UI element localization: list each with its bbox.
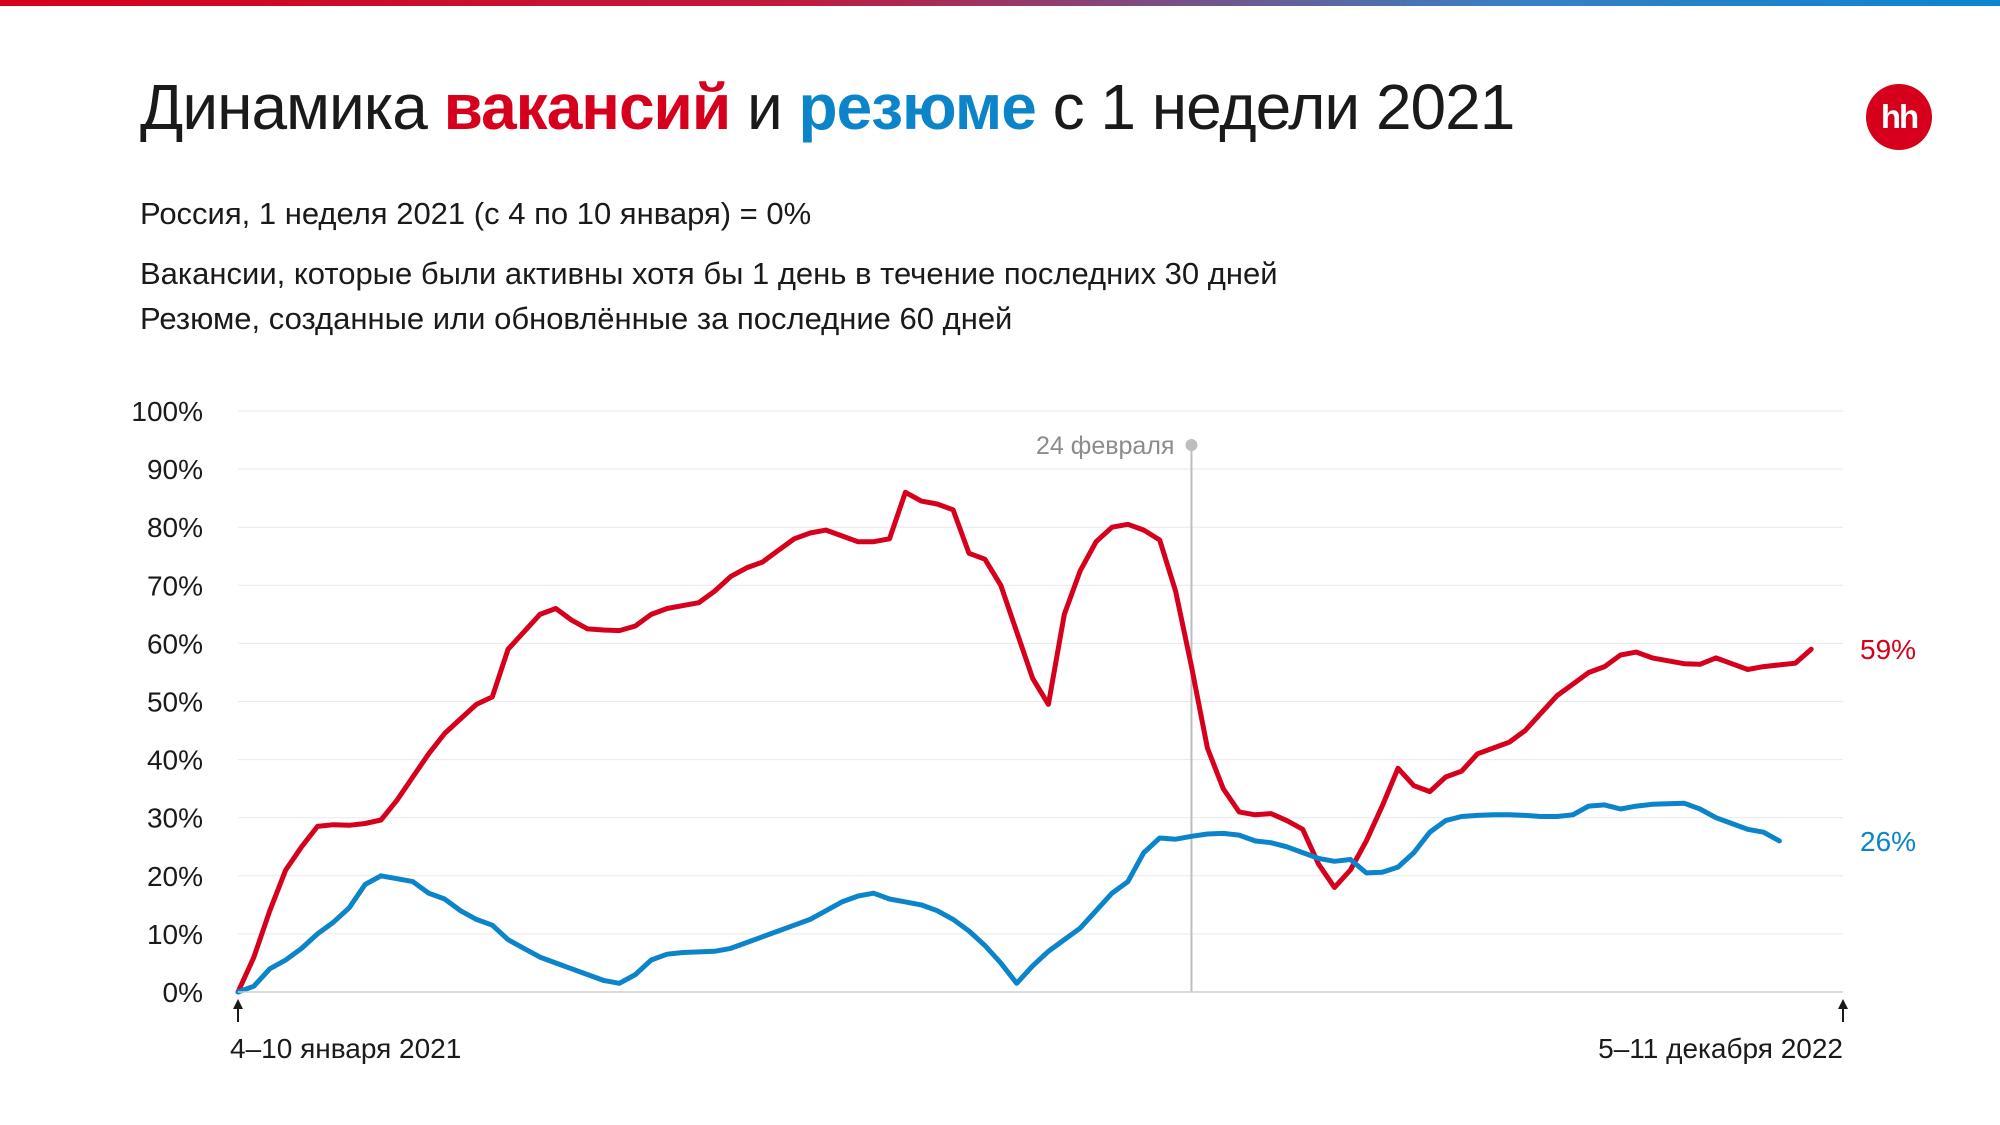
x-start-arrow	[233, 999, 243, 1022]
series-lines: 59% 26%	[235, 489, 1916, 995]
x-axis: 4–10 января 2021 5–11 декабря 2022	[230, 991, 1848, 1064]
marker-dot	[1185, 439, 1198, 451]
y-tick-label: 40%	[147, 745, 203, 776]
top-gradient-bar	[0, 0, 2000, 6]
y-tick-label: 80%	[147, 512, 203, 543]
y-tick-label: 30%	[147, 803, 203, 834]
grid-lines	[238, 410, 1843, 935]
y-tick-label: 50%	[147, 687, 203, 718]
marker-label: 24 февраля	[1036, 432, 1174, 460]
subtitle-baseline: Россия, 1 неделя 2021 (с 4 по 10 января)…	[140, 196, 812, 231]
y-tick-label: 70%	[147, 570, 203, 601]
x-end-arrow	[1838, 999, 1848, 1022]
vacancies-end-label: 59%	[1860, 634, 1916, 665]
y-tick-label: 60%	[147, 628, 203, 659]
x-start-label: 4–10 января 2021	[230, 1033, 461, 1064]
title-suffix: с 1 недели 2021	[1035, 71, 1516, 143]
y-tick-label: 0%	[163, 977, 203, 1008]
title-vacancies: вакансий	[443, 71, 732, 143]
x-end-label: 5–11 декабря 2022	[1598, 1033, 1843, 1064]
title-resumes: резюме	[798, 71, 1037, 143]
hh-logo: hh	[1866, 84, 1932, 150]
title-and: и	[730, 71, 799, 143]
y-tick-label: 10%	[147, 919, 203, 950]
y-axis-tick-labels: 0% 10% 20% 30% 40% 50% 60% 70% 80% 90% 100%	[131, 396, 203, 1008]
vacancies-line	[235, 489, 1814, 995]
subtitle-vacancies-definition: Вакансии, которые были активны хотя бы 1…	[140, 256, 1278, 291]
title-prefix: Динамика	[140, 71, 444, 143]
y-tick-label: 20%	[147, 861, 203, 892]
page-title: Динамика вакансий и резюме с 1 недели 20…	[140, 70, 1516, 144]
y-tick-label: 90%	[147, 454, 203, 485]
resumes-line	[235, 800, 1782, 995]
resumes-end-label: 26%	[1860, 826, 1916, 857]
subtitle-resumes-definition: Резюме, созданные или обновлённые за пос…	[140, 301, 1013, 336]
y-tick-label: 100%	[131, 396, 203, 427]
event-marker: 24 февраля	[1036, 432, 1198, 992]
